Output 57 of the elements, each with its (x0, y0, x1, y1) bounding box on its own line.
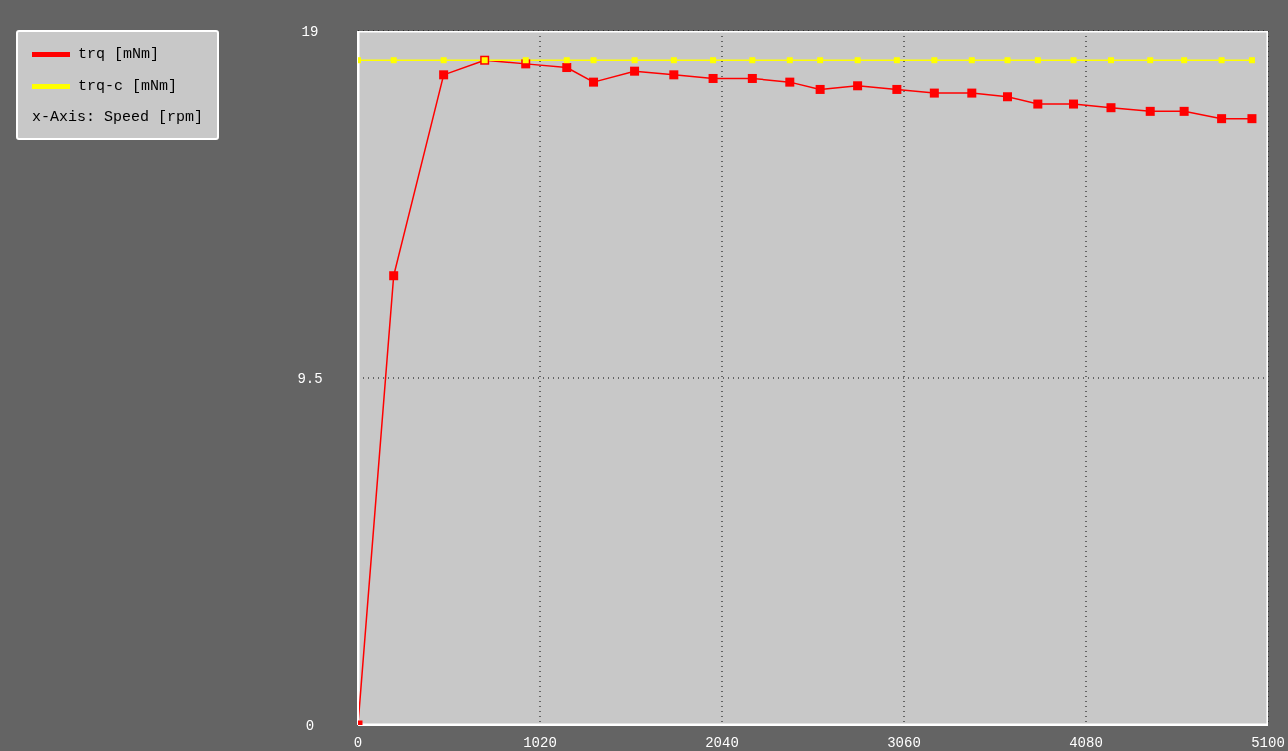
x-tick-label: 2040 (705, 735, 739, 751)
point (1004, 57, 1011, 64)
point (1248, 57, 1255, 64)
point (968, 57, 975, 64)
point (630, 66, 640, 76)
point (817, 57, 824, 64)
point (1145, 106, 1155, 116)
point (1107, 57, 1114, 64)
y-tick-label: 0 (305, 718, 315, 734)
x-tick-label: 0 (353, 735, 363, 751)
x-tick-label: 1020 (523, 735, 557, 751)
y-tick-label: 9.5 (297, 371, 323, 387)
point (1247, 114, 1257, 124)
point (749, 57, 756, 64)
point (785, 77, 795, 87)
point (929, 88, 939, 98)
point (389, 271, 399, 281)
y-tick-label: 19 (301, 24, 319, 40)
point (710, 57, 717, 64)
point (786, 57, 793, 64)
point (1147, 57, 1154, 64)
point (708, 73, 718, 83)
point (747, 73, 757, 83)
point (1034, 57, 1041, 64)
point (589, 77, 599, 87)
point (590, 57, 597, 64)
point (1218, 57, 1225, 64)
point (1217, 114, 1227, 124)
point (854, 57, 861, 64)
point (1033, 99, 1043, 109)
x-tick-label: 4080 (1069, 735, 1103, 751)
point (1106, 103, 1116, 113)
point (1069, 99, 1079, 109)
point (631, 57, 638, 64)
legend-label: trq [mNm] (78, 45, 160, 63)
point (1002, 92, 1012, 102)
point (1181, 57, 1188, 64)
x-tick-label: 3060 (887, 735, 921, 751)
point (892, 84, 902, 94)
point (670, 57, 677, 64)
legend-label: trq-c [mNm] (78, 77, 178, 95)
point (967, 88, 977, 98)
point (893, 57, 900, 64)
point (562, 63, 572, 73)
point (853, 81, 863, 91)
point (1179, 106, 1189, 116)
point (439, 70, 449, 80)
point (815, 84, 825, 94)
point (522, 57, 529, 64)
point (1070, 57, 1077, 64)
text: x-Axis: Speed [rpm] (32, 107, 204, 128)
point (440, 57, 447, 64)
point (390, 57, 397, 64)
point (669, 70, 679, 80)
point (931, 57, 938, 64)
point (563, 57, 570, 64)
x-tick-label: 5100 (1251, 735, 1285, 751)
